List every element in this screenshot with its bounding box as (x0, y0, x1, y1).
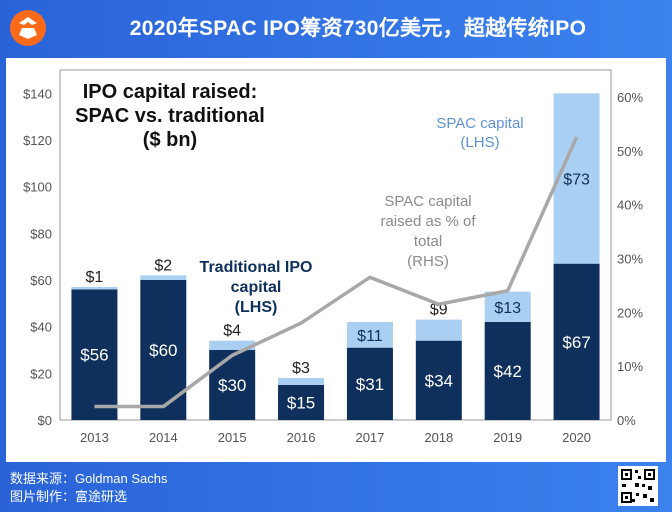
y2-tick-label: 0% (617, 413, 636, 428)
bar-label-spac: $1 (86, 269, 104, 286)
bar-label-traditional: $67 (562, 333, 590, 352)
chart-title: SPAC vs. traditional (75, 105, 265, 127)
bar-label-spac: $3 (292, 360, 310, 377)
x-tick-label: 2015 (218, 430, 247, 445)
bar-traditional (278, 385, 325, 420)
chart-panel: $0 $20 $40 $60 $80 $100 $120 $140 0% 10% 20% 30% 40%… (6, 58, 666, 462)
bar-spac (553, 93, 600, 264)
qr-code-icon (618, 466, 658, 506)
annotation-traditional: (LHS) (235, 299, 278, 316)
y2-tick-label: 10% (617, 359, 643, 374)
x-tick-label: 2020 (562, 430, 591, 445)
bar-label-spac: $4 (223, 323, 241, 340)
annotation-pct: raised as % of (380, 213, 476, 230)
producer-text: 图片制作：富途研选 (10, 489, 128, 504)
chart-title: ($ bn) (143, 129, 197, 151)
futu-logo-icon (10, 10, 46, 46)
bar-spac (346, 322, 393, 348)
chart: $0 $20 $40 $60 $80 $100 $120 $140 0% 10% 20% 30% 40%… (23, 69, 643, 445)
chart-title: IPO capital raised: (83, 81, 258, 103)
annotation-traditional: Traditional IPO (200, 259, 313, 276)
x-tick-label: 2018 (424, 430, 453, 445)
bar-spac (140, 275, 187, 280)
annotation-pct: (RHS) (407, 253, 449, 270)
annotation-pct: total (414, 233, 442, 250)
y2-tick-label: 30% (617, 251, 643, 266)
y-tick-label: $120 (23, 133, 52, 148)
source-text: 数据来源：Goldman Sachs (10, 471, 168, 486)
bar-label-traditional: $31 (356, 375, 384, 394)
y-tick-label: $100 (23, 180, 52, 195)
bar-spac (415, 319, 462, 341)
bar-spac (484, 291, 531, 322)
y-tick-label: $20 (30, 366, 52, 381)
y-tick-label: $140 (23, 86, 52, 101)
bar-traditional (71, 289, 118, 420)
bar-label-spac: $9 (430, 302, 448, 319)
annotation-pct: SPAC capital (384, 193, 471, 210)
bar-traditional (346, 347, 393, 420)
annotation-spac: SPAC capital (436, 115, 523, 132)
annotation-spac: (LHS) (460, 134, 499, 151)
x-tick-label: 2016 (287, 430, 316, 445)
bar-label-spac: $11 (357, 328, 383, 345)
y2-tick-label: 50% (617, 144, 643, 159)
annotation-traditional: capital (231, 279, 282, 296)
bar-label-spac: $13 (494, 300, 521, 317)
x-tick-label: 2014 (149, 430, 178, 445)
bar-label-traditional: $30 (218, 376, 246, 395)
bar-traditional (209, 350, 256, 420)
y2-tick-label: 20% (617, 305, 643, 320)
footer: 数据来源：Goldman Sachs 图片制作：富途研选 (6, 462, 666, 512)
header: 2020年SPAC IPO筹资730亿美元，超越传统IPO (0, 0, 672, 58)
x-tick-label: 2019 (493, 430, 522, 445)
y2-tick-label: 40% (617, 198, 643, 213)
bar-label-traditional: $56 (80, 346, 108, 365)
bar-label-spac: $73 (563, 172, 590, 189)
bar-label-traditional: $60 (149, 341, 177, 360)
line-spac-pct (94, 136, 579, 409)
x-tick-label: 2017 (355, 430, 384, 445)
y-tick-label: $40 (30, 320, 52, 335)
bar-label-traditional: $15 (287, 394, 315, 413)
bar-spac (71, 287, 118, 290)
bar-label-traditional: $42 (494, 362, 522, 381)
y-tick-label: $0 (38, 413, 52, 428)
y2-tick-label: 60% (617, 90, 643, 105)
bar-traditional (415, 340, 462, 420)
page-title: 2020年SPAC IPO筹资730亿美元，超越传统IPO (129, 17, 587, 40)
bar-spac (209, 340, 256, 350)
x-tick-label: 2013 (80, 430, 109, 445)
y-tick-label: $60 (30, 273, 52, 288)
y-tick-label: $80 (30, 226, 52, 241)
bar-traditional (484, 322, 531, 420)
bar-label-traditional: $34 (425, 371, 453, 390)
bar-traditional (553, 263, 600, 420)
bar-spac (278, 378, 325, 385)
bar-label-spac: $2 (154, 257, 172, 274)
